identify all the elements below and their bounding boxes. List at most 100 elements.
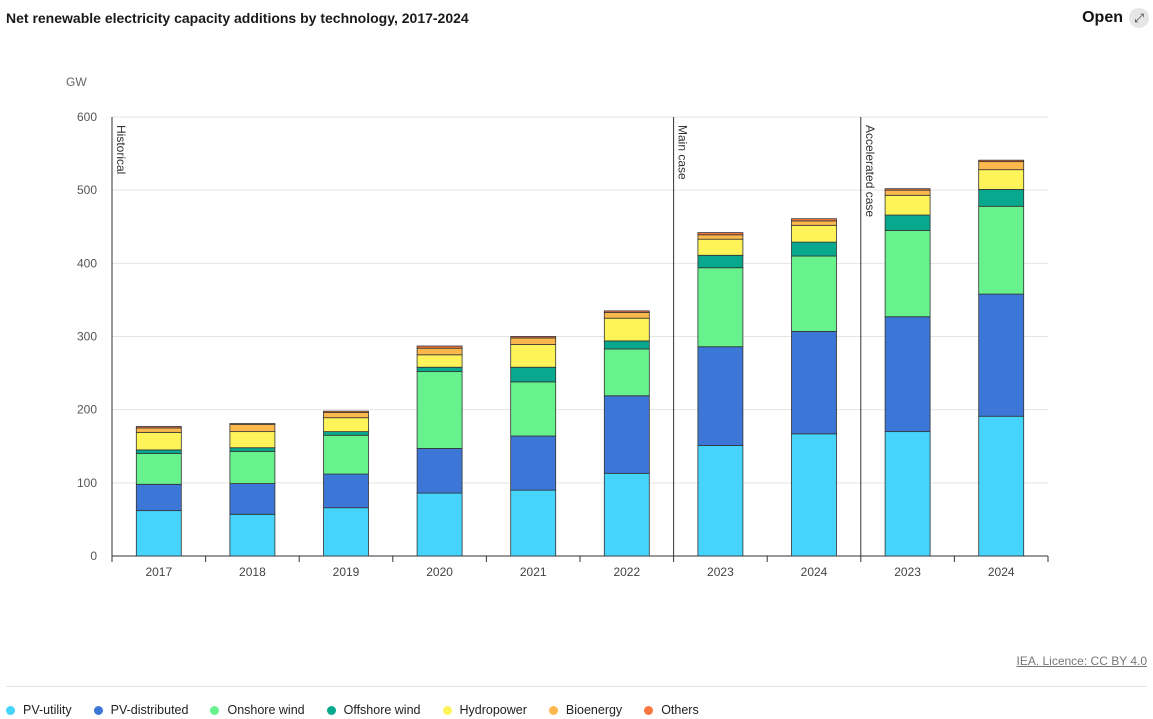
bar-segment [697,232,744,236]
bar-segment [510,337,557,345]
bar-segment [323,434,369,475]
x-tick-label: 2024 [801,565,828,579]
legend-item[interactable]: Onshore wind [210,703,305,717]
bar-segment [416,345,463,349]
bar-segment [323,473,369,509]
bar-segment [884,316,931,433]
legend-label: Others [661,703,699,717]
bar-segment [791,241,837,257]
legend-label: Onshore wind [227,703,305,717]
y-tick-label: 400 [77,256,97,270]
y-tick-label: 100 [77,476,97,490]
bar-segment [323,410,369,413]
bar-segment [416,448,463,494]
legend-dot-icon [442,705,452,715]
bar-segment [978,189,1025,207]
bar-segment [510,366,557,383]
bar-segment [791,255,837,332]
bar-segment [323,417,369,433]
bar-segment [135,453,182,485]
bar-segment [791,330,837,435]
bar-segment [229,450,276,484]
legend-dot-icon [644,705,654,715]
expand-arrow-icon: ⤢ [1129,8,1149,28]
bar-segment [603,348,650,397]
bar-segment [416,366,463,373]
bar-segment [791,224,837,243]
bar-segment [978,415,1025,557]
bar-segment [978,161,1025,171]
bar-segment [603,317,650,342]
bar-segment [978,169,1025,190]
bar-segment [697,234,744,240]
section-label: Accelerated case [863,125,877,217]
open-button[interactable]: Open ⤢ [1082,8,1149,28]
bar-segment [884,194,931,216]
y-tick-label: 600 [77,110,97,124]
bar-segment [510,336,557,339]
y-tick-label: 300 [77,330,97,344]
section-label: Historical [114,125,128,174]
legend-label: Offshore wind [343,703,421,717]
x-tick-label: 2024 [988,565,1015,579]
bar-segment [416,354,463,368]
bar-segment [791,433,837,557]
y-tick-label: 200 [77,403,97,417]
x-tick-label: 2022 [613,565,640,579]
x-tick-label: 2020 [426,565,453,579]
legend-divider [6,686,1147,687]
bar-segment [229,447,276,452]
bar-segment [229,483,276,515]
legend-item[interactable]: PV-distributed [93,703,189,717]
legend-item[interactable]: PV-utility [6,703,72,717]
bar-segment [884,431,931,557]
chart-title: Net renewable electricity capacity addit… [6,10,469,26]
x-tick-label: 2023 [707,565,734,579]
section-label: Main case [676,125,690,180]
legend-item[interactable]: Hydropower [442,703,527,717]
bar-segment [978,293,1025,417]
x-tick-label: 2023 [894,565,921,579]
bar-segment [697,445,744,557]
legend-item[interactable]: Bioenergy [548,703,623,717]
legend: PV-utility PV-distributed Onshore wind Offs… [6,703,721,717]
bar-chart: GW 0 100 200 300 400 500 600 Historical Main case… [66,75,1049,579]
bar-segment [697,267,744,348]
bar-segment [510,489,557,557]
bar-segment [791,218,837,222]
bar-segment [135,510,182,557]
bar-segment [978,205,1025,295]
bar-segment [603,340,650,350]
bar-segment [603,311,650,319]
legend-label: PV-utility [23,703,72,717]
bar-segment [229,513,276,557]
x-tick-label: 2017 [145,565,172,579]
bar-segment [135,427,182,433]
bar-segment [416,347,463,356]
bar-segment [323,507,369,557]
legend-dot-icon [6,705,15,715]
legend-label: PV-distributed [110,703,189,717]
legend-item[interactable]: Others [644,703,699,717]
legend-item[interactable]: Offshore wind [326,703,421,717]
y-tick-label: 500 [77,183,97,197]
bar-segment [697,238,744,256]
bar-segment [416,492,463,557]
bar-segment [135,431,182,451]
bar-segment [135,449,182,454]
bar-segment [697,254,744,269]
licence-link[interactable]: IEA. Licence: CC BY 4.0 [1016,654,1147,668]
legend-label: Hydropower [459,703,527,717]
legend-label: Bioenergy [565,703,623,717]
legend-dot-icon [93,705,103,715]
bar-segment [697,346,744,446]
x-tick-label: 2021 [520,565,547,579]
bar-segment [229,423,276,425]
bar-segment [323,412,369,419]
bar-segment [603,472,650,557]
bar-segment [603,310,650,313]
bar-segment [135,426,182,429]
x-tick-label: 2019 [333,565,360,579]
y-tick-label: 0 [90,549,97,563]
bar-segment [229,431,276,449]
